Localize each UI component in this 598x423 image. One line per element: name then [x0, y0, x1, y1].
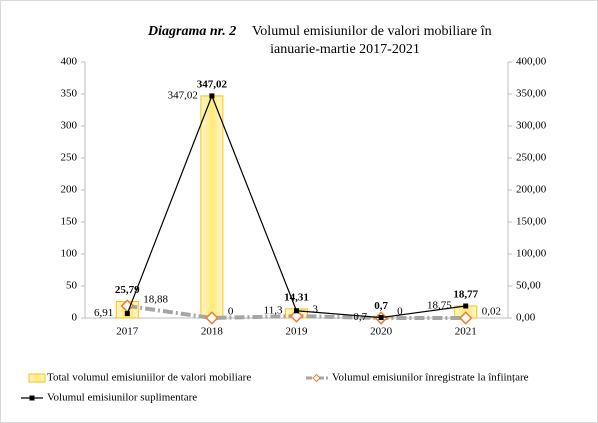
bar: [200, 95, 224, 319]
marker: [378, 315, 384, 321]
y-tick-label: 300: [61, 120, 78, 132]
marker: [209, 93, 215, 99]
y-tick-label: 150: [61, 216, 78, 228]
point-label: 0: [397, 306, 403, 318]
point-label: 0,7: [353, 311, 367, 323]
bar-label: 18,77: [453, 289, 478, 301]
y2-tick-label: 400,00: [516, 56, 547, 68]
x-tick-label: 2018: [201, 326, 224, 338]
title-prefix: Diagrama nr. 2: [147, 24, 236, 39]
marker: [120, 299, 135, 313]
legend-label: Volumul emisiunilor înregistrate la înfi…: [332, 372, 529, 384]
y2-tick-label: 350,00: [516, 88, 547, 100]
point-label: 11,3: [264, 304, 283, 316]
y-tick-label: 0: [72, 312, 78, 324]
marker: [205, 311, 219, 325]
chart-title: Volumul emisiunilor de valori mobiliare …: [252, 24, 492, 39]
marker: [458, 311, 473, 325]
y-tick-label: 200: [61, 184, 78, 196]
y-tick-label: 100: [61, 248, 78, 260]
legend-marker: [29, 395, 35, 401]
legend-marker: [312, 373, 321, 383]
bar-label: 347,02: [197, 78, 228, 90]
y2-tick-label: 0,00: [516, 312, 536, 324]
point-label: 18,75: [427, 300, 452, 312]
chart-title: ianuarie-martie 2017-2021: [270, 42, 420, 57]
point-label: 0: [228, 306, 234, 318]
marker: [124, 311, 130, 317]
point-label: 6,91: [94, 307, 113, 319]
y2-tick-label: 200,00: [516, 184, 547, 196]
y-tick-label: 400: [61, 56, 78, 68]
y2-tick-label: 150,00: [516, 216, 547, 228]
y-tick-label: 250: [61, 152, 78, 164]
bar-label: 25,79: [115, 284, 140, 296]
point-label: 347,02: [168, 89, 198, 101]
y-tick-label: 50: [66, 280, 78, 292]
y2-tick-label: 300,00: [516, 120, 547, 132]
legend-label: Volumul emisiunilor suplimentare: [47, 392, 197, 404]
x-tick-label: 2019: [286, 326, 309, 338]
bar-label: 0,7: [374, 300, 388, 312]
marker: [463, 303, 469, 309]
point-label: 3: [313, 304, 319, 316]
y-tick-label: 350: [61, 88, 78, 100]
point-label: 18,88: [143, 293, 168, 305]
x-tick-label: 2020: [370, 326, 393, 338]
y2-tick-label: 100,00: [516, 248, 547, 260]
point-label: 0,02: [482, 306, 501, 318]
legend-swatch: [28, 373, 46, 383]
x-tick-label: 2021: [455, 326, 477, 338]
marker: [289, 309, 304, 323]
bar-label: 14,31: [284, 291, 309, 303]
marker: [294, 308, 299, 314]
legend-label: Total volumul emisiuniilor de valori mob…: [47, 372, 251, 384]
y2-tick-label: 250,00: [516, 152, 547, 164]
x-tick-label: 2017: [116, 326, 139, 338]
y2-tick-label: 50,00: [516, 280, 541, 292]
